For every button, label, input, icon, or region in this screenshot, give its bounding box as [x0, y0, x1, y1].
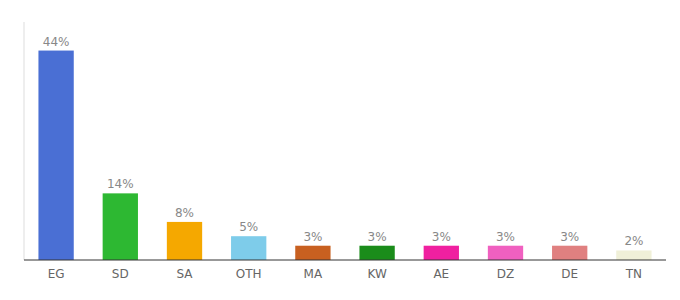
bar: [552, 246, 587, 260]
x-axis-line: [24, 260, 666, 261]
data-label: 44%: [43, 35, 70, 49]
bar: [295, 246, 330, 260]
data-label: 3%: [432, 230, 451, 244]
data-label: 14%: [107, 177, 134, 191]
x-tick-label: DZ: [497, 267, 514, 281]
bar: [616, 250, 651, 260]
bar: [488, 246, 523, 260]
y-axis-line: [24, 22, 25, 260]
bar: [359, 246, 394, 260]
data-label: 3%: [303, 230, 322, 244]
data-label: 2%: [624, 234, 643, 248]
x-tick-label: TN: [625, 267, 642, 281]
x-tick-label: AE: [433, 267, 449, 281]
bar: [38, 51, 73, 260]
chart-svg: EG SD SA OTH MA KW AE DZ DE TN 44% 14% 8% 5% 3% 3% 3% 3% 3…: [0, 0, 680, 300]
data-label: 5%: [239, 220, 258, 234]
x-tick-label: DE: [561, 267, 578, 281]
bar: [167, 222, 202, 260]
x-tick-label: EG: [48, 267, 65, 281]
x-tick-label: SA: [176, 267, 193, 281]
x-tick-label: MA: [304, 267, 323, 281]
x-tick-label: KW: [367, 267, 386, 281]
x-tick-label: SD: [112, 267, 129, 281]
bars: [38, 51, 651, 260]
bar: [103, 193, 138, 260]
x-tick-label: OTH: [236, 267, 262, 281]
data-label: 3%: [368, 230, 387, 244]
data-label: 3%: [496, 230, 515, 244]
data-label: 8%: [175, 206, 194, 220]
bar: [424, 246, 459, 260]
data-label: 3%: [560, 230, 579, 244]
chart-container: EG SD SA OTH MA KW AE DZ DE TN 44% 14% 8% 5% 3% 3% 3% 3% 3…: [0, 0, 680, 300]
bar: [231, 236, 266, 260]
